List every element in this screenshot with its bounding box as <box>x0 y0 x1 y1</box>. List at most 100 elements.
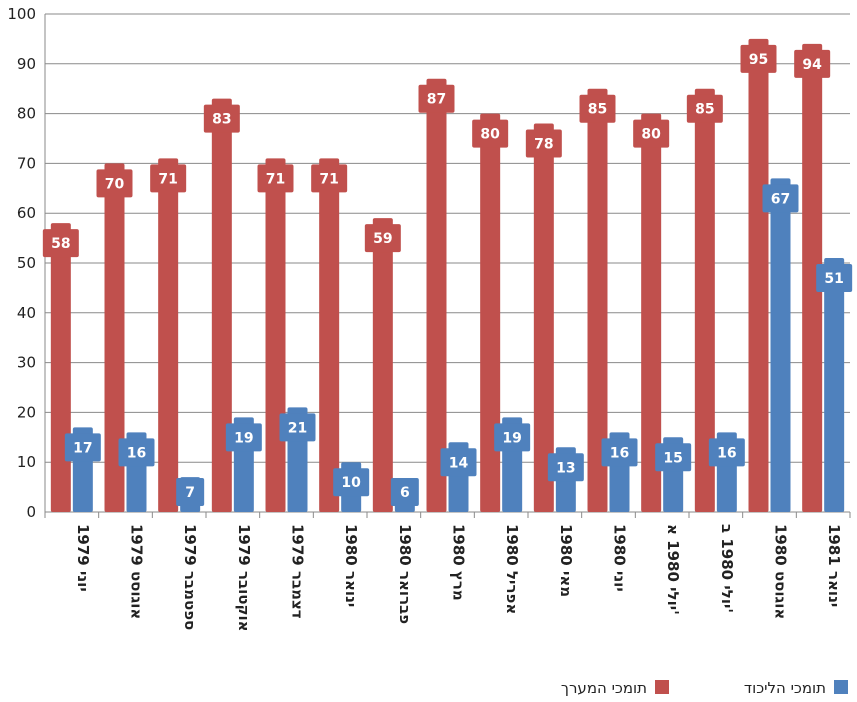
data-label-box <box>279 413 316 442</box>
data-label-text: 85 <box>695 102 714 118</box>
data-label-text: 95 <box>749 52 768 68</box>
data-label-box <box>333 468 370 497</box>
data-labels: 58 70 71 83 71 71 59 87 80 78 85 80 85 95 94 17 16 7 19 21 1… <box>42 44 853 506</box>
x-tick-label: יולי 1980 א' <box>664 524 682 615</box>
data-label: 94 <box>794 49 831 78</box>
data-label-text: 19 <box>234 430 253 446</box>
data-label-text: 14 <box>449 455 469 471</box>
y-tick-label: 30 <box>17 354 36 372</box>
bar-maarach <box>319 158 340 513</box>
x-tick-label: אוגוסט 1979 <box>128 524 146 619</box>
y-axis: 0 10 20 30 40 50 60 70 80 90 100 <box>7 5 46 521</box>
data-label-text: 71 <box>266 171 285 187</box>
data-label-box <box>601 438 638 467</box>
bar-maarach <box>802 43 823 512</box>
data-label-box <box>225 423 262 452</box>
data-label-text: 16 <box>127 445 146 461</box>
x-tick-label: מרץ 1980 <box>450 524 468 601</box>
legend-swatch-maarach <box>655 680 669 694</box>
data-label-box <box>494 423 531 452</box>
data-label-box <box>150 164 187 193</box>
data-label-text: 71 <box>158 171 177 187</box>
data-label: 51 <box>816 264 853 293</box>
data-label-box <box>686 94 723 123</box>
bar-likud <box>770 178 791 512</box>
data-label-box <box>794 49 831 78</box>
data-label-box <box>311 164 348 193</box>
bar-maarach <box>426 78 447 513</box>
data-label-box <box>176 478 205 506</box>
data-label-box <box>762 184 799 213</box>
data-label-box <box>64 433 101 462</box>
data-label: 21 <box>279 413 316 442</box>
y-tick-label: 50 <box>17 254 36 272</box>
data-label-text: 6 <box>400 485 410 501</box>
data-label-box <box>257 164 294 193</box>
data-label: 58 <box>42 229 79 258</box>
data-label-text: 80 <box>641 127 661 143</box>
data-label: 95 <box>740 44 777 73</box>
data-label: 19 <box>494 423 531 452</box>
y-tick-label: 90 <box>17 55 36 73</box>
data-label-text: 15 <box>663 450 682 466</box>
data-label-text: 59 <box>373 231 392 247</box>
y-tick-label: 0 <box>26 503 36 521</box>
data-label-box <box>390 478 419 506</box>
data-label: 70 <box>96 169 133 198</box>
x-axis: יוני 1979 אוגוסט 1979 ספטמבר 1979 אוקטובר 1… <box>44 512 851 632</box>
data-label-text: 16 <box>610 445 629 461</box>
y-tick-label: 10 <box>17 453 36 471</box>
legend-label-likud: תומכי הליכוד <box>744 679 826 697</box>
data-label-box <box>816 264 853 293</box>
data-label-text: 70 <box>105 176 125 192</box>
data-label-text: 87 <box>427 92 446 108</box>
data-label-box <box>740 44 777 73</box>
data-label: 15 <box>655 443 692 472</box>
data-label: 80 <box>472 119 509 148</box>
bar-maarach <box>694 88 715 512</box>
data-label-box <box>547 453 584 482</box>
data-label-text: 67 <box>771 191 790 207</box>
data-label-text: 78 <box>534 137 553 153</box>
data-label-text: 51 <box>824 271 843 287</box>
data-label-text: 10 <box>341 475 361 491</box>
y-tick-label: 100 <box>7 5 36 23</box>
data-label-box <box>655 443 692 472</box>
bar-maarach <box>158 158 179 513</box>
bar-maarach <box>641 113 662 512</box>
x-tick-label: יוני 1979 <box>74 524 92 592</box>
bar-likud <box>824 258 845 512</box>
data-label-box <box>364 224 401 253</box>
bar-maarach <box>587 88 608 512</box>
x-tick-label: אוקטובר 1979 <box>235 524 253 632</box>
bar-maarach <box>265 158 286 513</box>
data-label: 10 <box>333 468 370 497</box>
data-label: 67 <box>762 184 799 213</box>
y-tick-label: 70 <box>17 154 36 172</box>
data-label: 80 <box>633 119 670 148</box>
data-label: 14 <box>440 448 477 477</box>
bar-maarach <box>480 113 501 512</box>
y-tick-label: 80 <box>17 105 36 123</box>
x-tick-label: פברואר 1980 <box>396 524 414 624</box>
x-tick-label: ספטמבר 1979 <box>181 524 199 630</box>
data-label-box <box>96 169 133 198</box>
data-label-box <box>440 448 477 477</box>
data-label: 13 <box>547 453 584 482</box>
data-label-box <box>708 438 745 467</box>
data-label-text: 83 <box>212 112 231 128</box>
x-tick-label: ינואר 1980 <box>342 524 360 607</box>
data-label-box <box>472 119 509 148</box>
data-label-box <box>42 229 79 258</box>
data-label-text: 85 <box>588 102 607 118</box>
data-label: 16 <box>708 438 745 467</box>
data-label: 71 <box>257 164 294 193</box>
data-label: 87 <box>418 84 455 113</box>
bar-maarach <box>104 163 125 512</box>
x-tick-label: דצמבר 1979 <box>289 524 307 619</box>
legend-label-maarach: תומכי המערך <box>561 679 647 697</box>
data-label-text: 16 <box>717 445 736 461</box>
data-label-text: 58 <box>51 236 70 252</box>
legend-swatch-likud <box>834 680 848 694</box>
